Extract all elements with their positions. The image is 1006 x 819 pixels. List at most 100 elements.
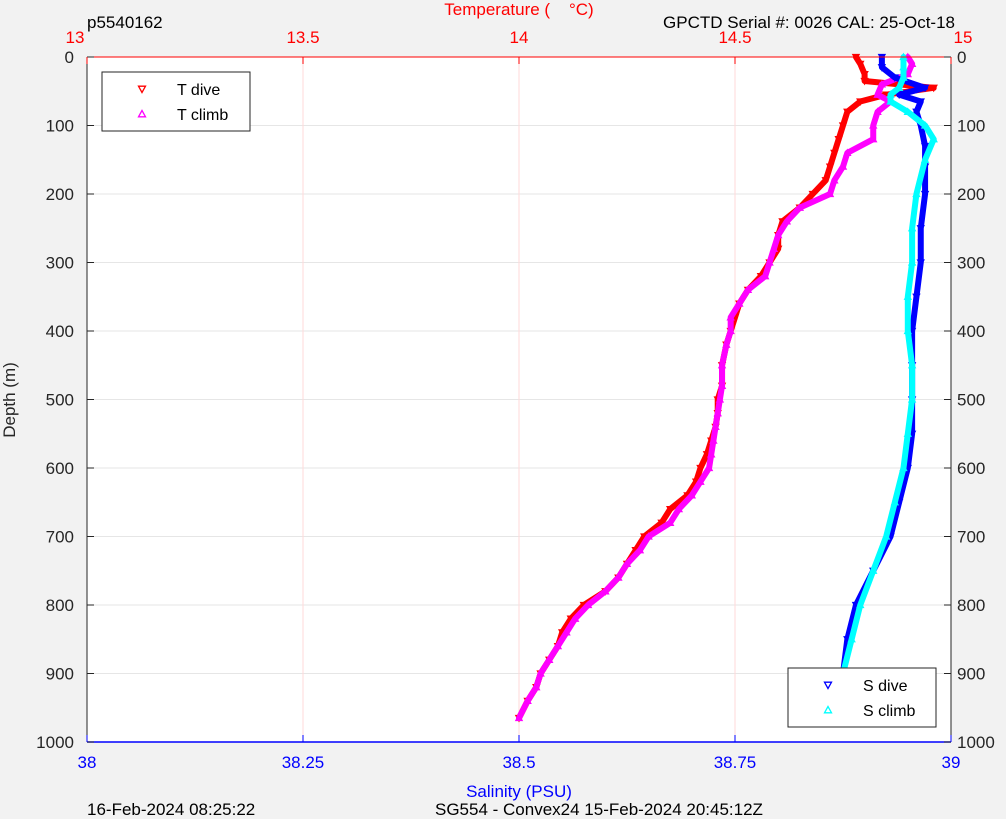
salinity-tick-label: 38 xyxy=(78,753,97,772)
data-point xyxy=(856,60,865,69)
data-point xyxy=(726,312,735,321)
data-point xyxy=(635,545,645,554)
axis-ticks: 0 0 100 100 200 200 300 300 400 400 500 500 600 600 70… xyxy=(36,28,995,772)
data-point xyxy=(890,497,900,506)
data-point xyxy=(843,148,852,157)
depth-tick-label-left: 500 xyxy=(46,391,74,410)
data-point xyxy=(907,395,917,403)
data-point xyxy=(722,340,731,348)
data-point xyxy=(907,258,917,266)
salinity-tick-label: 38.75 xyxy=(714,753,757,772)
depth-tick-label-left: 1000 xyxy=(36,733,74,752)
data-point xyxy=(873,107,882,115)
mission-info: SG554 - Convex24 15-Feb-2024 20:45:12Z xyxy=(435,800,763,819)
depth-tick-label-right: 1000 xyxy=(957,733,995,752)
legend-label: S dive xyxy=(863,678,908,695)
data-point xyxy=(545,655,554,663)
temperature-legend: T dive T climb xyxy=(101,71,251,132)
depth-tick-label-right: 900 xyxy=(957,665,985,684)
data-point xyxy=(622,559,632,568)
data-point xyxy=(808,190,817,199)
data-point xyxy=(877,79,887,88)
depth-tick-label-right: 700 xyxy=(957,528,985,547)
data-point xyxy=(536,669,545,677)
data-point xyxy=(825,163,835,172)
data-point xyxy=(881,532,891,540)
data-point xyxy=(860,70,869,79)
data-point xyxy=(735,299,744,307)
series-trace xyxy=(835,54,937,722)
legend-box xyxy=(787,667,937,728)
data-point xyxy=(899,62,908,71)
data-point xyxy=(890,74,900,82)
data-point xyxy=(644,532,653,540)
legend-label: S climb xyxy=(863,703,916,720)
legend-marker xyxy=(823,681,833,690)
salinity-axis-label: Salinity (PSU) xyxy=(466,782,572,801)
depth-tick-label-right: 200 xyxy=(957,185,985,204)
depth-tick-label-right: 300 xyxy=(957,254,985,273)
depth-tick-label-left: 100 xyxy=(46,117,74,136)
data-point xyxy=(856,98,865,106)
data-point xyxy=(562,627,571,636)
data-point xyxy=(657,519,666,528)
depth-tick-label-right: 0 xyxy=(957,48,966,67)
depth-tick-label-right: 100 xyxy=(957,117,985,136)
legend-label: T climb xyxy=(177,107,228,124)
data-point xyxy=(838,122,848,130)
salinity-legend: S dive S climb xyxy=(787,667,937,728)
data-point xyxy=(782,216,792,225)
data-point xyxy=(907,223,917,232)
data-point xyxy=(920,155,930,163)
data-point xyxy=(665,518,675,526)
data-point xyxy=(869,134,878,143)
data-point xyxy=(743,285,753,294)
data-point xyxy=(523,696,532,705)
data-point xyxy=(570,614,580,622)
depth-tick-label-right: 600 xyxy=(957,459,985,478)
data-point xyxy=(717,360,727,369)
legend-label: T dive xyxy=(177,82,220,99)
depth-tick-label-left: 400 xyxy=(46,322,74,341)
data-point xyxy=(869,121,878,129)
data-point xyxy=(665,505,675,514)
legend-box xyxy=(101,71,251,132)
data-point xyxy=(903,292,913,300)
data-point xyxy=(795,203,805,211)
data-point xyxy=(583,600,593,609)
data-point xyxy=(553,641,563,650)
depth-tick-label-left: 300 xyxy=(46,254,74,273)
temperature-tick-label: 13 xyxy=(66,28,85,47)
data-point xyxy=(769,244,779,252)
data-point xyxy=(903,107,913,115)
data-point xyxy=(765,258,774,266)
data-point xyxy=(726,326,735,335)
temperature-axis-label: Temperature ( °C) xyxy=(444,0,593,19)
temperature-tick-label: 13.5 xyxy=(286,28,319,47)
legend-marker xyxy=(137,109,147,118)
data-point xyxy=(916,259,925,267)
data-point xyxy=(920,190,930,199)
temperature-tick-label: 14.5 xyxy=(718,28,751,47)
data-point xyxy=(894,91,904,100)
data-point xyxy=(912,293,921,302)
data-point xyxy=(834,136,843,144)
data-point xyxy=(894,83,904,91)
data-point xyxy=(838,162,848,170)
data-point xyxy=(886,97,895,105)
data-point xyxy=(830,175,839,184)
salinity-tick-label: 38.25 xyxy=(282,753,325,772)
depth-tick-label-right: 800 xyxy=(957,596,985,615)
data-point xyxy=(899,463,908,472)
data-point xyxy=(715,395,725,403)
data-point xyxy=(696,477,705,485)
data-point xyxy=(674,504,684,513)
temperature-tick-label: 14 xyxy=(510,28,529,47)
data-point xyxy=(916,98,925,106)
data-point xyxy=(903,326,913,335)
depth-axis-label: Depth (m) xyxy=(0,362,19,438)
data-point xyxy=(711,422,720,431)
data-point xyxy=(916,225,925,233)
legend-marker xyxy=(823,705,833,714)
